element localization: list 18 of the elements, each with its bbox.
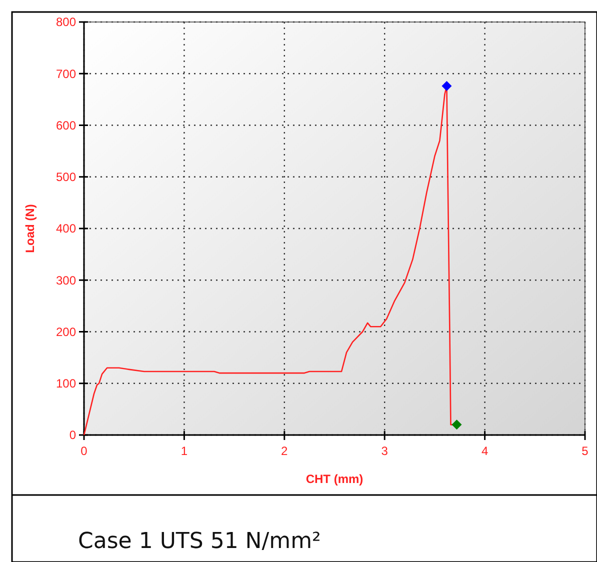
y-tick-label: 600 xyxy=(56,118,76,132)
y-axis-title: Load (N) xyxy=(23,204,37,253)
y-tick-label: 100 xyxy=(56,376,76,391)
x-tick-label: 1 xyxy=(180,444,188,458)
x-tick-label: 4 xyxy=(481,444,488,458)
y-tick-label: 800 xyxy=(56,15,76,30)
text: Case 1 UTS 51 N/mm² xyxy=(78,529,321,554)
x-tick-label: 0 xyxy=(80,444,88,458)
y-tick-label: 200 xyxy=(56,324,76,339)
x-axis-title: CHT (mm) xyxy=(306,472,364,486)
x-tick-label: 5 xyxy=(582,444,589,458)
x-tick-label: 3 xyxy=(381,444,388,458)
y-tick-label: 500 xyxy=(56,170,76,184)
x-tick-label: 2 xyxy=(281,444,288,458)
y-tick-label: 400 xyxy=(56,222,76,236)
y-tick-label: 300 xyxy=(56,273,76,288)
y-tick-label: 0 xyxy=(69,428,76,442)
y-tick-label: 700 xyxy=(56,66,76,81)
